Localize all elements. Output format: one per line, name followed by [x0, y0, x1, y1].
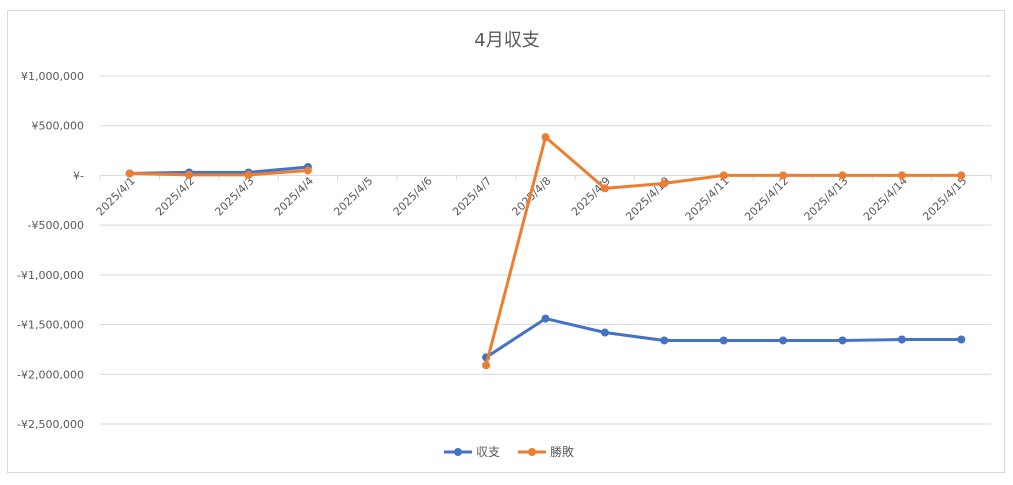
legend-swatch-marker — [528, 448, 536, 456]
data-point — [541, 133, 550, 142]
legend: 収支 勝敗 — [444, 444, 574, 459]
x-tick-label: 2025/4/12 — [742, 174, 791, 223]
series-lines — [125, 133, 966, 370]
data-point — [482, 361, 491, 370]
y-tick-label: -¥1,500,000 — [17, 319, 84, 332]
x-tick-label: 2025/4/14 — [861, 174, 910, 223]
data-point — [244, 170, 253, 179]
y-tick-label: ¥500,000 — [32, 120, 85, 133]
y-tick-label: ¥- — [73, 169, 84, 182]
data-point — [957, 335, 966, 344]
y-tick-label: -¥2,500,000 — [17, 418, 84, 431]
gridlines — [100, 75, 991, 425]
legend-item: 勝敗 — [518, 444, 574, 459]
x-tick-label: 2025/4/5 — [331, 174, 375, 218]
y-axis: ¥1,000,000 ¥500,000 ¥- -¥500,000 -¥1,000,000… — [17, 70, 84, 431]
data-point — [838, 336, 847, 345]
legend-label: 収支 — [476, 445, 500, 459]
x-tick-label: 2025/4/6 — [391, 174, 435, 218]
data-point — [897, 335, 906, 344]
x-tick-label: 2025/4/2 — [153, 174, 197, 218]
data-point — [779, 336, 788, 345]
data-point — [303, 166, 312, 175]
data-point — [185, 170, 194, 179]
x-tick-label: 2025/4/9 — [569, 174, 613, 218]
chart-title: 4月収支 — [474, 30, 539, 51]
y-tick-label: ¥1,000,000 — [21, 70, 84, 83]
data-point — [838, 171, 847, 180]
data-point — [600, 328, 609, 337]
legend-label: 勝敗 — [550, 444, 574, 459]
data-point — [660, 179, 669, 188]
x-tick-label: 2025/4/1 — [94, 174, 138, 218]
y-tick-label: -¥2,000,000 — [17, 368, 84, 381]
data-point — [541, 314, 550, 323]
data-point — [719, 336, 728, 345]
x-tick-label: 2025/4/11 — [683, 174, 732, 223]
legend-swatch-marker — [454, 448, 462, 456]
legend-item: 収支 — [444, 445, 500, 459]
x-tick-label: 2025/4/15 — [920, 174, 969, 223]
chart-svg: 4月収支 ¥1,000,000 ¥500,000 ¥- -¥500,000 -¥1,00… — [17, 30, 992, 459]
data-point — [719, 171, 728, 180]
data-point — [957, 171, 966, 180]
y-tick-label: -¥500,000 — [28, 219, 84, 232]
data-point — [125, 169, 134, 178]
x-tick-label: 2025/4/4 — [272, 174, 316, 218]
data-point — [779, 171, 788, 180]
y-tick-label: -¥1,000,000 — [17, 269, 84, 282]
data-point — [600, 184, 609, 193]
x-tick-label: 2025/4/7 — [450, 174, 494, 218]
x-tick-label: 2025/4/13 — [802, 174, 851, 223]
x-axis: 2025/4/1 2025/4/2 2025/4/3 2025/4/4 2025/4/5… — [94, 174, 992, 223]
series-2 — [125, 133, 966, 370]
chart-frame: 4月収支 ¥1,000,000 ¥500,000 ¥- -¥500,000 -¥1,00… — [7, 10, 1005, 473]
x-tick-label: 2025/4/3 — [212, 174, 256, 218]
data-point — [897, 171, 906, 180]
data-point — [660, 336, 669, 345]
